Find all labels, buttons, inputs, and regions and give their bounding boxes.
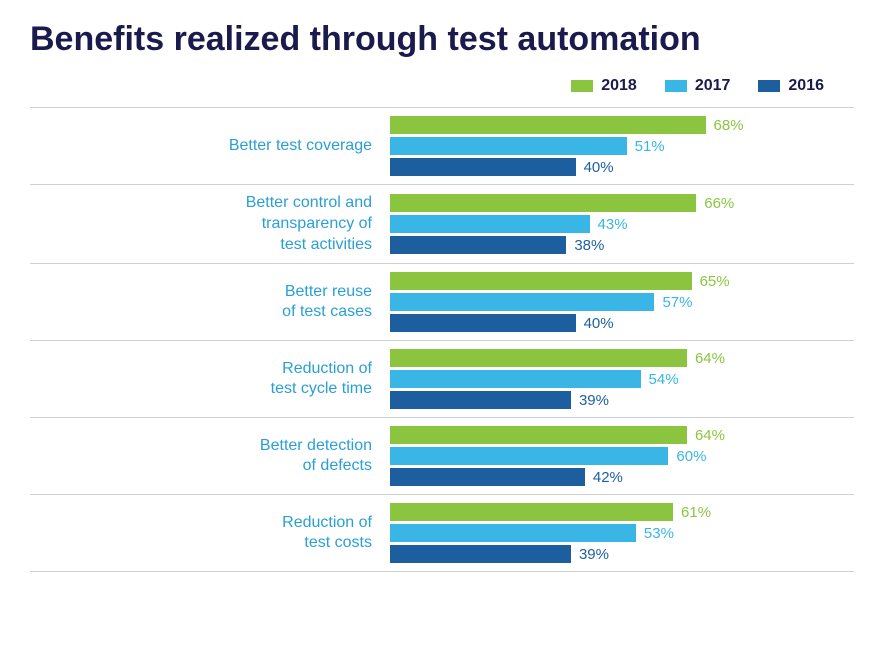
bar-value: 57% xyxy=(662,294,692,311)
bar-value: 39% xyxy=(579,392,609,409)
bar-y2017: 53% xyxy=(390,524,854,542)
bar-fill xyxy=(390,137,627,155)
category-label: Better reuseof test cases xyxy=(30,282,390,324)
bar-value: 66% xyxy=(704,195,734,212)
bar-fill xyxy=(390,236,566,254)
bar-value: 65% xyxy=(700,273,730,290)
bar-y2017: 57% xyxy=(390,293,854,311)
legend-item-y2017: 2017 xyxy=(665,77,731,95)
bar-fill xyxy=(390,545,571,563)
bar-fill xyxy=(390,370,641,388)
chart-row: Reduction oftest costs 61% 53% 39% xyxy=(30,494,854,572)
legend-swatch xyxy=(758,80,780,92)
bar-y2018: 64% xyxy=(390,426,854,444)
bar-y2017: 51% xyxy=(390,137,854,155)
chart-row: Better test coverage 68% 51% 40% xyxy=(30,107,854,184)
bar-y2016: 39% xyxy=(390,391,854,409)
legend-item-y2016: 2016 xyxy=(758,77,824,95)
bar-value: 42% xyxy=(593,469,623,486)
bars-group: 64% 54% 39% xyxy=(390,349,854,409)
bar-value: 60% xyxy=(676,448,706,465)
category-label: Better detectionof defects xyxy=(30,436,390,478)
bars-group: 68% 51% 40% xyxy=(390,116,854,176)
chart-row: Better control andtransparency oftest ac… xyxy=(30,184,854,263)
chart-row: Better reuseof test cases 65% 57% 40% xyxy=(30,263,854,340)
legend-swatch xyxy=(571,80,593,92)
bar-fill xyxy=(390,314,576,332)
bar-y2018: 66% xyxy=(390,194,854,212)
bar-fill xyxy=(390,293,654,311)
bar-value: 68% xyxy=(714,117,744,134)
chart-row: Better detectionof defects 64% 60% 42% xyxy=(30,417,854,494)
bar-value: 43% xyxy=(598,216,628,233)
bar-fill xyxy=(390,272,692,290)
chart-title: Benefits realized through test automatio… xyxy=(30,20,854,59)
bar-chart: Better test coverage 68% 51% 40% Better cont… xyxy=(30,107,854,572)
bars-group: 65% 57% 40% xyxy=(390,272,854,332)
bar-fill xyxy=(390,426,687,444)
bar-fill xyxy=(390,391,571,409)
legend-label: 2018 xyxy=(601,77,637,95)
bar-y2016: 38% xyxy=(390,236,854,254)
bar-value: 40% xyxy=(584,315,614,332)
bar-fill xyxy=(390,468,585,486)
bars-group: 66% 43% 38% xyxy=(390,194,854,254)
category-label: Better test coverage xyxy=(30,136,390,157)
bar-y2018: 64% xyxy=(390,349,854,367)
bar-value: 64% xyxy=(695,350,725,367)
bar-value: 61% xyxy=(681,504,711,521)
bar-y2017: 54% xyxy=(390,370,854,388)
bar-value: 39% xyxy=(579,546,609,563)
bar-y2018: 61% xyxy=(390,503,854,521)
bar-fill xyxy=(390,116,706,134)
bar-value: 38% xyxy=(574,237,604,254)
bar-fill xyxy=(390,349,687,367)
bar-y2018: 68% xyxy=(390,116,854,134)
bar-y2016: 42% xyxy=(390,468,854,486)
legend-item-y2018: 2018 xyxy=(571,77,637,95)
bar-fill xyxy=(390,215,590,233)
bars-group: 64% 60% 42% xyxy=(390,426,854,486)
bar-y2016: 39% xyxy=(390,545,854,563)
legend: 2018 2017 2016 xyxy=(30,77,854,95)
bar-y2016: 40% xyxy=(390,158,854,176)
category-label: Reduction oftest costs xyxy=(30,513,390,555)
bar-y2018: 65% xyxy=(390,272,854,290)
chart-row: Reduction oftest cycle time 64% 54% 39% xyxy=(30,340,854,417)
bar-fill xyxy=(390,158,576,176)
bar-fill xyxy=(390,447,668,465)
legend-label: 2016 xyxy=(788,77,824,95)
bar-value: 40% xyxy=(584,159,614,176)
category-label: Better control andtransparency oftest ac… xyxy=(30,193,390,255)
legend-swatch xyxy=(665,80,687,92)
bar-value: 53% xyxy=(644,525,674,542)
bar-value: 64% xyxy=(695,427,725,444)
bar-fill xyxy=(390,194,696,212)
bar-y2017: 60% xyxy=(390,447,854,465)
bar-fill xyxy=(390,524,636,542)
category-label: Reduction oftest cycle time xyxy=(30,359,390,401)
bar-y2017: 43% xyxy=(390,215,854,233)
bar-fill xyxy=(390,503,673,521)
bar-value: 54% xyxy=(649,371,679,388)
bars-group: 61% 53% 39% xyxy=(390,503,854,563)
bar-value: 51% xyxy=(635,138,665,155)
bar-y2016: 40% xyxy=(390,314,854,332)
legend-label: 2017 xyxy=(695,77,731,95)
